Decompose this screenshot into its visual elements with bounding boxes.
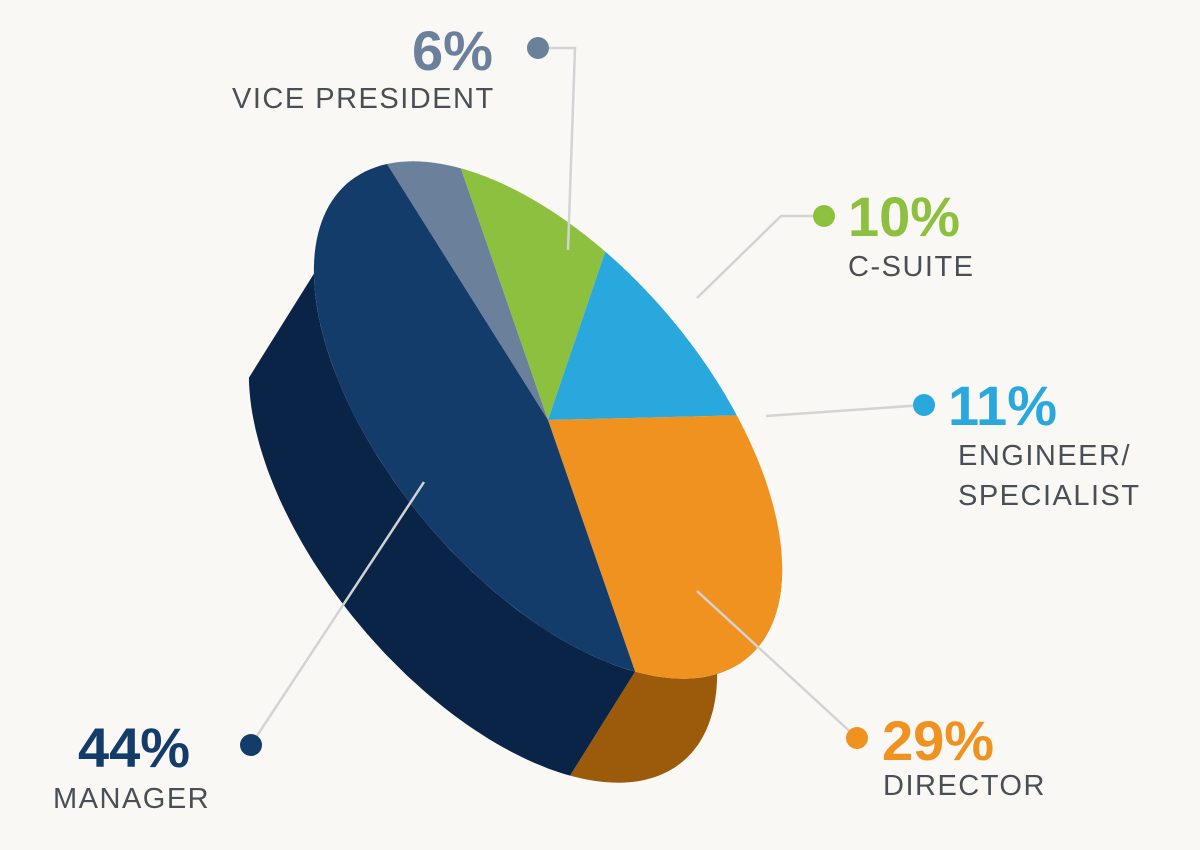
- value-label-engineer-specialist: 11%: [948, 374, 1057, 437]
- category-label-engineer-specialist-line-2: SPECIALIST: [958, 480, 1141, 512]
- category-label-engineer-specialist-line-1: ENGINEER/: [958, 440, 1131, 472]
- pie-side-layer: [248, 273, 783, 783]
- pie-top-layer: [313, 161, 783, 679]
- slice-manager: [313, 164, 636, 672]
- value-label-director: 29%: [882, 709, 994, 772]
- leader-line-vice-president: [538, 46, 577, 251]
- slice-director: [548, 415, 783, 679]
- category-label-vice-president: VICE PRESIDENT: [232, 83, 495, 115]
- category-label-director: DIRECTOR: [883, 770, 1046, 802]
- leader-line-engineer-specialist: [765, 403, 925, 418]
- category-label-manager: MANAGER: [53, 783, 210, 815]
- marker-dot-manager: [240, 734, 262, 756]
- leader-line-c-suite: [696, 214, 824, 299]
- slice-engineer-specialist: [548, 251, 737, 420]
- value-label-manager: 44%: [78, 716, 190, 779]
- marker-dot-c-suite: [813, 205, 835, 227]
- side-face-director: [570, 566, 783, 783]
- marker-dot-director: [846, 727, 868, 749]
- marker-dot-vice-president: [527, 37, 549, 59]
- leader-lines: [240, 37, 935, 756]
- leader-line-manager: [249, 481, 426, 746]
- value-label-c-suite: 10%: [848, 185, 960, 248]
- value-label-vice-president: 6%: [412, 19, 493, 82]
- category-label-c-suite: C-SUITE: [848, 251, 975, 283]
- slice-labels: 6%VICE PRESIDENT 10%C-SUITE 11%ENGINEER/SP…: [53, 19, 1141, 815]
- side-face-manager: [248, 273, 636, 776]
- slice-vice-president: [387, 161, 548, 421]
- leader-line-director: [696, 590, 858, 739]
- marker-dot-engineer-specialist: [913, 394, 935, 416]
